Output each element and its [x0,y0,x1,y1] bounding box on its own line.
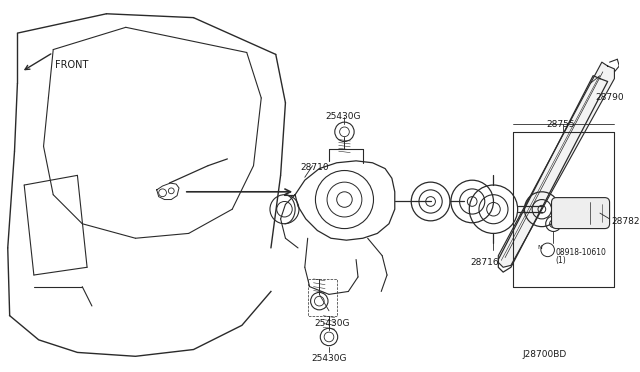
Text: 28716: 28716 [470,257,499,267]
Text: 28710: 28710 [300,163,328,172]
Text: 28790: 28790 [595,93,624,102]
Text: 25430G: 25430G [312,355,347,363]
FancyBboxPatch shape [552,198,609,228]
Text: FRONT: FRONT [55,60,88,70]
Polygon shape [499,62,614,267]
Text: J28700BD: J28700BD [522,350,567,359]
Text: 28755: 28755 [547,120,575,129]
Text: 28782: 28782 [611,217,640,226]
Text: 08918-10610: 08918-10610 [556,248,606,257]
Text: (1): (1) [556,256,566,264]
Text: 25430G: 25430G [325,112,360,122]
Text: N: N [538,246,542,250]
Text: 25430G: 25430G [314,318,350,328]
